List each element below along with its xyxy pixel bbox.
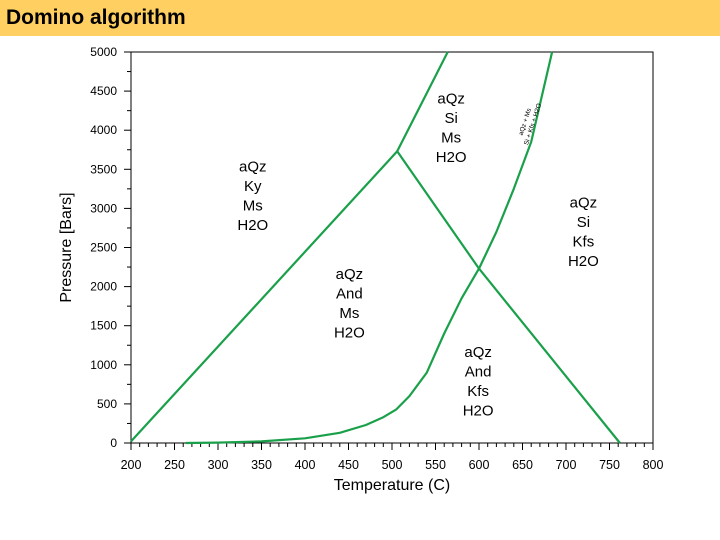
reaction-line-1 <box>130 150 399 443</box>
x-tick-label: 450 <box>338 458 359 472</box>
reaction-line-2 <box>396 51 449 152</box>
y-tick-label: 3000 <box>90 201 117 215</box>
curve-label-1: aQz + MsSi + Kfs + H2O <box>515 100 543 146</box>
field-label-4: aQz And Ms H2O <box>334 266 365 342</box>
y-tick-label: 2500 <box>90 241 117 255</box>
slide-title: Domino algorithm <box>6 6 186 29</box>
y-tick-label: 3500 <box>90 162 117 176</box>
y-axis-title: Pressure [Bars] <box>58 192 75 302</box>
y-tick-label: 500 <box>97 397 117 411</box>
field-label-1: aQz Ky Ms H2O <box>237 159 268 235</box>
y-tick-label: 4500 <box>90 84 117 98</box>
x-tick-label: 550 <box>425 458 446 472</box>
x-tick-label: 650 <box>512 458 533 472</box>
x-axis-title: Temperature (C) <box>334 477 450 494</box>
x-tick-label: 800 <box>643 458 664 472</box>
x-tick-label: 700 <box>556 458 577 472</box>
field-label-3: aQz Si Kfs H2O <box>568 195 599 270</box>
x-tick-label: 250 <box>164 458 185 472</box>
y-tick-label: 2000 <box>90 280 117 294</box>
y-tick-label: 1500 <box>90 319 117 333</box>
field-label-2: aQz Si Ms H2O <box>436 91 467 167</box>
y-tick-label: 0 <box>110 436 117 450</box>
x-tick-label: 300 <box>208 458 229 472</box>
reaction-line-4 <box>185 51 554 445</box>
field-label-5: aQz And Kfs H2O <box>463 344 494 420</box>
x-tick-label: 500 <box>382 458 403 472</box>
header-bar: Domino algorithm <box>0 0 720 36</box>
x-tick-label: 200 <box>121 458 142 472</box>
y-tick-label: 5000 <box>90 45 117 59</box>
x-tick-label: 600 <box>469 458 490 472</box>
y-tick-label: 4000 <box>90 123 117 137</box>
y-tick-label: 1000 <box>90 358 117 372</box>
x-tick-label: 750 <box>599 458 620 472</box>
x-tick-label: 350 <box>251 458 272 472</box>
x-tick-label: 400 <box>295 458 316 472</box>
